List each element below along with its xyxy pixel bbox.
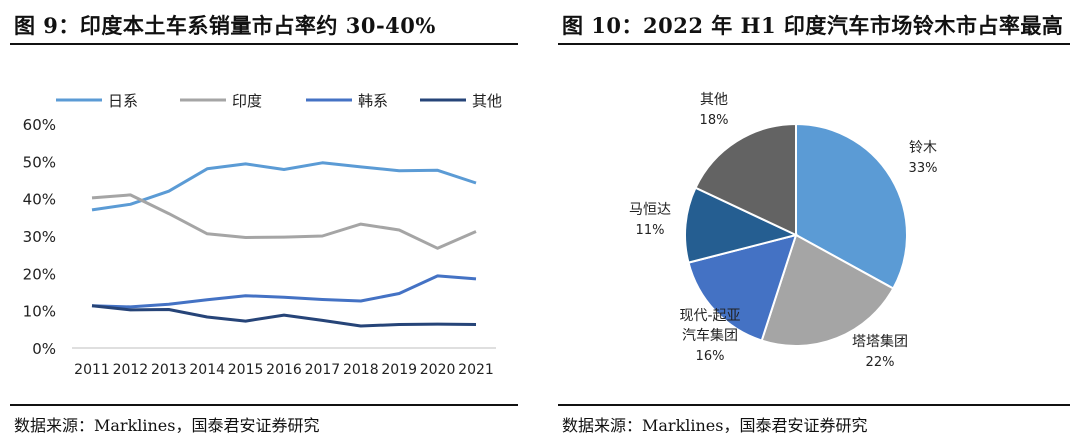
pie-slice-铃木 (795, 122, 908, 290)
slice-name-label: 汽车集团 (682, 327, 738, 344)
x-tick-label: 2018 (343, 362, 379, 378)
slice-value-label: 33% (909, 161, 938, 176)
pie-slice-现代-起亚汽车集团 (687, 233, 798, 342)
x-tick-label: 2011 (74, 362, 110, 378)
x-tick-label: 2016 (266, 362, 302, 378)
y-tick-label: 50% (23, 153, 56, 171)
slice-value-label: 16% (696, 349, 725, 364)
legend-label: 其他 (472, 92, 502, 110)
pie-slice-马恒达 (684, 186, 799, 264)
legend-label: 印度 (232, 92, 262, 110)
slice-name-label: 马恒达 (629, 202, 671, 218)
series-line-印度 (91, 193, 477, 250)
legend-label: 韩系 (358, 92, 388, 110)
x-tick-label: 2014 (189, 362, 225, 378)
title-divider (10, 43, 518, 45)
x-tick-label: 2021 (458, 362, 494, 378)
pie-chart-source: 数据来源：Marklines，国泰君安证券研究 (562, 416, 868, 435)
series-line-日系 (91, 161, 477, 212)
pie-chart-panel: 图 10：2022 年 H1 印度汽车市场铃木市占率最高 铃木 33% 塔塔集团 22… (548, 0, 1080, 448)
pie-chart-title: 图 10：2022 年 H1 印度汽车市场铃木市占率最高 (562, 13, 1064, 38)
slice-name-label: 塔塔集团 (852, 333, 908, 350)
slice-value-label: 22% (866, 355, 895, 370)
line-chart-title: 图 9：印度本土车系销量市占率约 30-40% (14, 13, 436, 38)
y-tick-label: 10% (23, 303, 56, 321)
line-chart-panel: 图 9：印度本土车系销量市占率约 30-40% 0% 10% 20% 30% 40% 50… (0, 0, 528, 448)
pie-slice-塔塔集团 (760, 233, 895, 347)
slice-name-label: 其他 (700, 92, 728, 108)
y-tick-label: 20% (23, 265, 56, 283)
legend-label: 日系 (108, 92, 138, 110)
series-line-韩系 (91, 274, 477, 309)
x-tick-label: 2015 (228, 362, 264, 378)
slice-value-label: 18% (700, 113, 729, 128)
x-tick-label: 2019 (381, 362, 417, 378)
x-tick-label: 2012 (113, 362, 149, 378)
title-divider (558, 43, 1070, 45)
pie-slice-其他 (694, 122, 797, 237)
source-divider (10, 404, 518, 406)
y-tick-label: 30% (23, 228, 56, 246)
line-chart: 0% 10% 20% 30% 40% 50% 60% 2011 2012 2013 2014 2015… (23, 92, 502, 378)
y-tick-label: 0% (32, 340, 56, 358)
x-tick-label: 2017 (305, 362, 341, 378)
x-tick-label: 2020 (420, 362, 456, 378)
slice-name-label: 现代-起亚 (679, 308, 740, 324)
y-tick-label: 60% (23, 116, 56, 134)
y-tick-label: 40% (23, 191, 56, 209)
slice-name-label: 铃木 (909, 140, 937, 156)
x-tick-label: 2013 (151, 362, 187, 378)
source-divider (558, 404, 1070, 406)
series-line-其他 (91, 304, 477, 328)
slice-value-label: 11% (636, 223, 665, 238)
line-chart-source: 数据来源：Marklines，国泰君安证券研究 (14, 416, 320, 435)
